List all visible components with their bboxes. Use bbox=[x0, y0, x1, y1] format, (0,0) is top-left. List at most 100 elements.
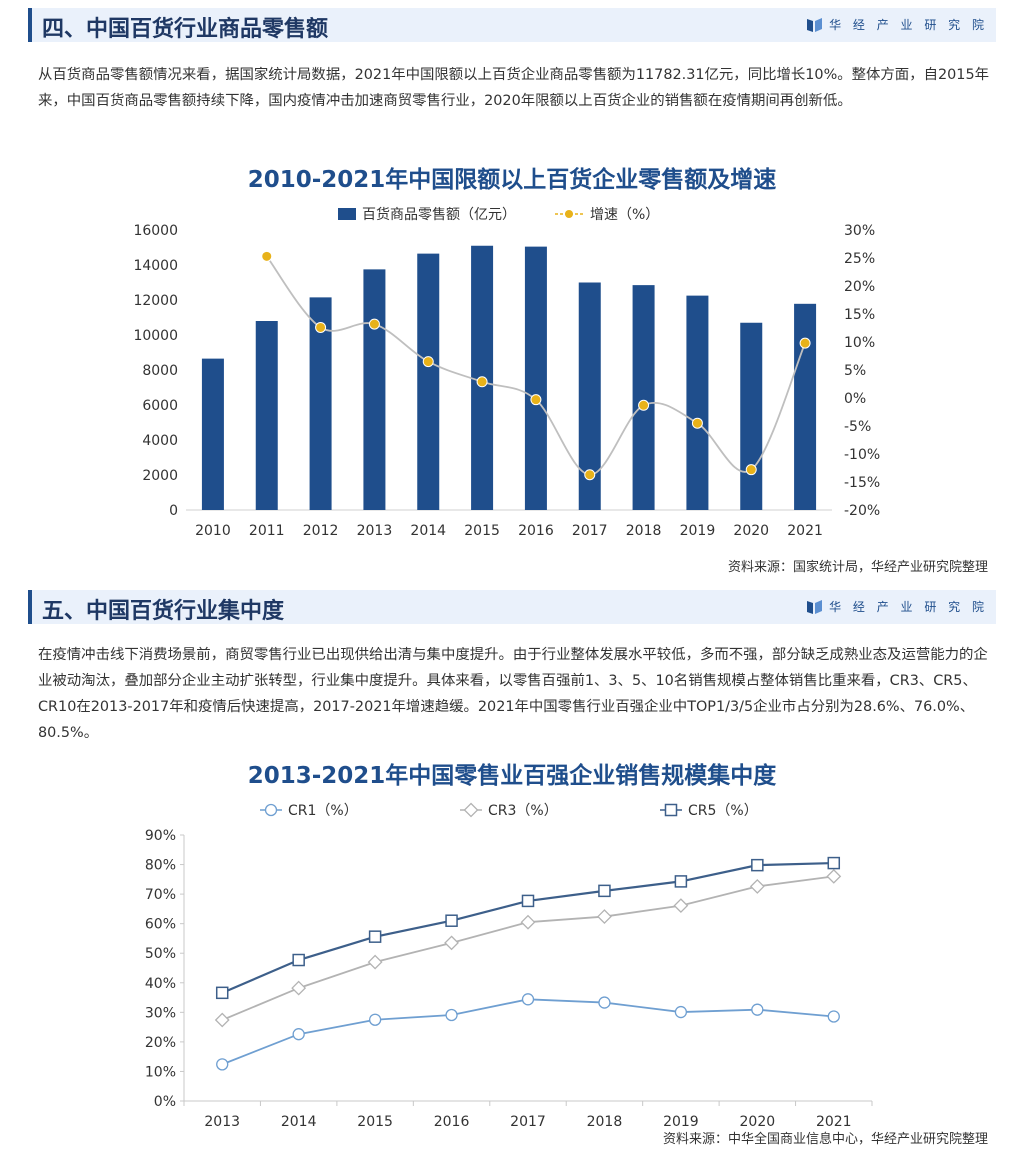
series-point bbox=[445, 1008, 458, 1022]
series-point bbox=[445, 914, 458, 927]
y-left-tick-label: 4000 bbox=[142, 433, 178, 449]
bar bbox=[363, 269, 386, 510]
legend-bar-swatch bbox=[338, 208, 356, 220]
growth-point bbox=[422, 356, 434, 368]
section-4-header: 四、中国百货行业商品零售额 华 经 产 业 研 究 院 bbox=[28, 8, 996, 42]
legend-line-label: 增速（%） bbox=[590, 207, 659, 223]
series-point bbox=[292, 1028, 305, 1041]
y-tick-label: 80% bbox=[145, 858, 176, 874]
legend-label: CR5（%） bbox=[688, 803, 758, 819]
retail-sales-chart: 百货商品零售额（亿元） 增速（%） 0 2000 4000 6000 8000 10000 12… bbox=[133, 206, 880, 539]
series-line bbox=[221, 998, 834, 1066]
concentration-chart: CR1（%） CR3（%） CR5（%） 0% 10% 20% 30% 40% 50% 60% 70… bbox=[145, 802, 873, 1128]
growth-line bbox=[266, 255, 806, 476]
series-point bbox=[751, 858, 764, 872]
series-point bbox=[827, 1010, 840, 1023]
bar bbox=[632, 285, 655, 510]
x-tick-label: 2014 bbox=[410, 523, 446, 539]
x-tick-label: 2019 bbox=[663, 1114, 699, 1128]
growth-point bbox=[261, 250, 273, 262]
y-right-tick-label: 0% bbox=[844, 391, 866, 407]
y-left-tick-label: 2000 bbox=[142, 468, 178, 484]
y-tick-label: 50% bbox=[145, 946, 176, 962]
y-tick-label: 90% bbox=[145, 828, 176, 844]
series-point bbox=[751, 1003, 764, 1016]
section-5-paragraph: 在疫情冲击线下消费场景前，商贸零售行业已出现供给出清与集中度提升。由于行业整体发… bbox=[38, 647, 988, 741]
bar bbox=[524, 246, 547, 510]
y-right-tick-label: -5% bbox=[844, 419, 871, 435]
series-point bbox=[367, 954, 383, 970]
series-point bbox=[674, 1005, 688, 1019]
y-right-tick-label: -10% bbox=[844, 447, 880, 463]
y-right-tick-label: 20% bbox=[844, 279, 875, 295]
x-tick-label: 2015 bbox=[357, 1114, 393, 1128]
x-tick-label: 2017 bbox=[572, 523, 608, 539]
y-left-tick-label: 16000 bbox=[133, 223, 178, 239]
series-point bbox=[520, 914, 536, 930]
bar bbox=[578, 282, 601, 510]
growth-point bbox=[315, 321, 327, 333]
series-point bbox=[368, 930, 382, 943]
x-tick-label: 2016 bbox=[434, 1114, 470, 1128]
series-point bbox=[444, 935, 459, 951]
series-point bbox=[673, 898, 689, 914]
y-right-tick-label: 30% bbox=[844, 223, 875, 239]
section-5-header: 五、中国百货行业集中度 华 经 产 业 研 究 院 bbox=[28, 590, 996, 624]
brand-name: 华 经 产 业 研 究 院 bbox=[829, 18, 988, 32]
x-tick-label: 2018 bbox=[626, 523, 662, 539]
y-right-tick-label: 15% bbox=[844, 307, 875, 323]
legend-label: CR3（%） bbox=[488, 803, 558, 819]
legend-bar-label: 百货商品零售额（亿元） bbox=[362, 206, 516, 223]
section-4-paragraph: 从百货商品零售额情况来看，据国家统计局数据，2021年中国限额以上百货企业商品零… bbox=[38, 67, 989, 109]
chart-1-source: 资料来源：国家统计局，华经产业研究院整理 bbox=[727, 560, 988, 575]
series-point bbox=[826, 868, 842, 884]
y-left-tick-label: 0 bbox=[169, 503, 178, 519]
brand-mark-icon bbox=[807, 17, 823, 32]
x-tick-label: 2015 bbox=[464, 523, 500, 539]
series-point bbox=[214, 1012, 230, 1028]
growth-point bbox=[476, 376, 488, 388]
bar bbox=[255, 321, 278, 510]
x-tick-label: 2020 bbox=[733, 523, 769, 539]
bar bbox=[417, 253, 440, 510]
series-point bbox=[598, 996, 611, 1009]
x-tick-label: 2010 bbox=[195, 523, 231, 539]
y-left-tick-label: 14000 bbox=[133, 258, 178, 274]
section-5-title: 五、中国百货行业集中度 bbox=[42, 599, 285, 624]
growth-point bbox=[638, 399, 650, 411]
chart-2-title: 2013-2021年中国零售业百强企业销售规模集中度 bbox=[247, 763, 777, 789]
chart-2-legend: CR1（%） CR3（%） CR5（%） bbox=[260, 802, 758, 819]
x-tick-label: 2017 bbox=[510, 1114, 546, 1128]
growth-point bbox=[691, 417, 703, 429]
growth-point bbox=[368, 318, 380, 330]
chart-2-source: 资料来源：中华全国商业信息中心，华经产业研究院整理 bbox=[662, 1132, 988, 1147]
x-tick-label: 2013 bbox=[204, 1114, 240, 1128]
y-left-tick-label: 6000 bbox=[142, 398, 178, 414]
y-right-tick-label: 25% bbox=[844, 251, 875, 267]
y-right-tick-label: 10% bbox=[844, 335, 875, 351]
x-tick-label: 2021 bbox=[787, 523, 823, 539]
series-point bbox=[521, 894, 535, 908]
section-4-title: 四、中国百货行业商品零售额 bbox=[42, 17, 329, 42]
y-tick-label: 0% bbox=[154, 1094, 176, 1110]
y-tick-label: 20% bbox=[145, 1035, 176, 1051]
x-tick-label: 2011 bbox=[249, 523, 285, 539]
growth-point bbox=[745, 464, 757, 476]
legend-dot-swatch bbox=[565, 210, 573, 218]
y-tick-label: 40% bbox=[145, 976, 176, 992]
x-tick-label: 2018 bbox=[587, 1114, 623, 1128]
legend-swatch-marker bbox=[664, 803, 678, 817]
x-tick-label: 2020 bbox=[740, 1114, 776, 1128]
y-left-tick-label: 8000 bbox=[142, 363, 178, 379]
bar bbox=[201, 358, 224, 510]
bar bbox=[794, 303, 817, 510]
y-tick-label: 70% bbox=[145, 887, 176, 903]
bar bbox=[309, 297, 332, 510]
y-tick-label: 60% bbox=[145, 917, 176, 933]
series-point bbox=[827, 856, 841, 870]
series-point bbox=[749, 879, 765, 894]
series-point bbox=[291, 980, 307, 996]
series-point bbox=[674, 875, 688, 888]
y-left-tick-label: 12000 bbox=[133, 293, 178, 309]
legend-label: CR1（%） bbox=[288, 803, 358, 819]
